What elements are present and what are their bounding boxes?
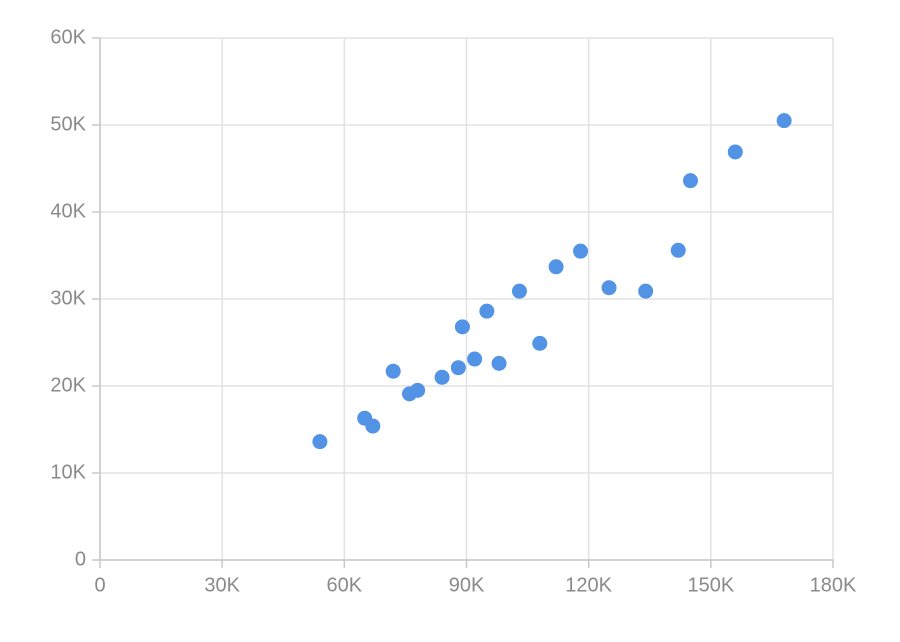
x-tick-label: 90K — [449, 574, 485, 596]
y-tick-label: 20K — [50, 374, 86, 396]
point — [776, 113, 792, 129]
point — [682, 173, 698, 189]
point — [365, 418, 381, 434]
y-tick-label: 60K — [50, 26, 86, 48]
point — [601, 280, 617, 296]
point — [638, 283, 654, 299]
x-tick-label: 180K — [810, 574, 857, 596]
x-tick-label: 150K — [687, 574, 734, 596]
y-tick-label: 40K — [50, 200, 86, 222]
point — [410, 382, 426, 398]
point — [548, 259, 564, 275]
point — [434, 369, 450, 385]
x-tick-label: 60K — [327, 574, 363, 596]
point — [670, 242, 686, 258]
point — [532, 335, 548, 351]
y-tick-label: 50K — [50, 113, 86, 135]
y-tick-label: 30K — [50, 287, 86, 309]
y-tick-label: 0 — [75, 548, 86, 570]
point — [727, 144, 743, 160]
x-tick-label: 0 — [94, 574, 105, 596]
point — [491, 355, 507, 371]
point — [450, 360, 466, 376]
point — [454, 319, 470, 335]
point — [573, 243, 589, 259]
point — [385, 363, 401, 379]
y-tick-label: 10K — [50, 461, 86, 483]
point — [467, 351, 483, 367]
point — [479, 303, 495, 319]
point — [312, 434, 328, 450]
x-tick-label: 30K — [204, 574, 240, 596]
point — [511, 283, 527, 299]
x-tick-label: 120K — [565, 574, 612, 596]
